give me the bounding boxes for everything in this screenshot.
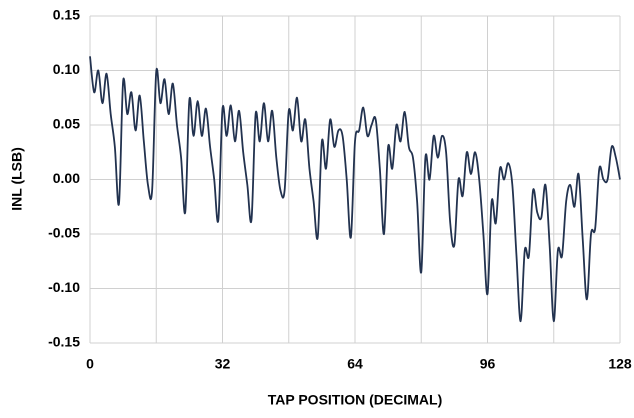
y-tick-label: 0.10: [53, 61, 80, 77]
x-tick-label: 128: [608, 356, 632, 372]
x-tick-label: 0: [86, 356, 94, 372]
data-line: [89, 56, 621, 323]
y-tick-label: 0.00: [53, 170, 80, 186]
y-tick-label: -0.10: [48, 279, 80, 295]
y-tick-label: -0.05: [48, 225, 80, 241]
x-axis-title: TAP POSITION (DECIMAL): [268, 392, 442, 408]
x-tick-label: 96: [480, 356, 496, 372]
y-tick-label: -0.15: [48, 334, 80, 350]
x-tick-label: 64: [347, 356, 363, 372]
y-tick-label: 0.15: [53, 7, 80, 23]
y-tick-label: 0.05: [53, 116, 80, 132]
y-axis-title: INL (LSB): [9, 147, 25, 211]
x-tick-label: 32: [215, 356, 231, 372]
